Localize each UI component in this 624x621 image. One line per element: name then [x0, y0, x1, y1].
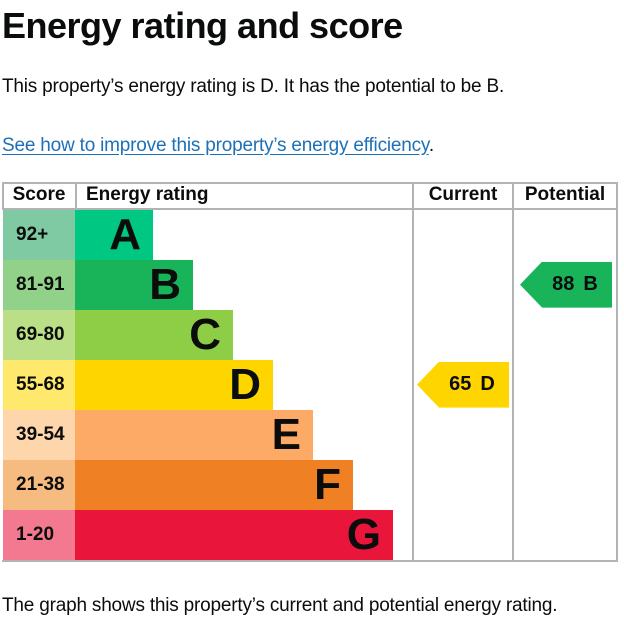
- chart-right-border: [616, 181, 618, 562]
- band-letter-c: C: [189, 309, 221, 359]
- chart-top-border: [2, 181, 618, 184]
- current-column-divider: [412, 181, 414, 562]
- rating-summary-text: This property’s energy rating is D. It h…: [2, 75, 505, 97]
- column-header-score: Score: [12, 183, 66, 205]
- potential-column-divider: [512, 181, 514, 562]
- potential-score-value: 88: [552, 273, 575, 296]
- band-bar-a: A: [75, 209, 153, 260]
- band-row-c: 69-80 C: [2, 309, 618, 360]
- score-range-cell-d: 55-68: [3, 359, 75, 410]
- potential-band-letter: B: [583, 273, 598, 296]
- score-range-cell-g: 1-20: [3, 509, 75, 560]
- score-range-cell-f: 21-38: [3, 459, 75, 510]
- band-row-a: 92+ A: [2, 209, 618, 260]
- current-score-value: 65: [449, 373, 472, 396]
- column-header-current: Current: [428, 183, 498, 205]
- band-bar-b: B: [75, 259, 193, 310]
- score-range-cell-b: 81-91: [3, 259, 75, 310]
- band-bar-d: D: [75, 359, 273, 410]
- band-letter-d: D: [229, 359, 261, 409]
- band-row-f: 21-38 F: [2, 459, 618, 510]
- band-bar-c: C: [75, 309, 233, 360]
- band-bar-f: F: [75, 459, 353, 510]
- current-band-letter: D: [480, 373, 495, 396]
- band-bar-g: G: [75, 509, 393, 560]
- page-title: Energy rating and score: [2, 5, 403, 46]
- chart-left-border: [2, 181, 4, 210]
- band-letter-g: G: [346, 509, 381, 559]
- score-range-cell-c: 69-80: [3, 309, 75, 360]
- score-range-cell-e: 39-54: [3, 409, 75, 460]
- header-bottom-border: [2, 207, 618, 210]
- band-row-g: 1-20 G: [2, 509, 618, 560]
- column-header-energy-rating: Energy rating: [86, 183, 209, 205]
- column-header-potential: Potential: [524, 183, 606, 205]
- chart-caption: The graph shows this property’s current …: [2, 594, 558, 616]
- band-letter-f: F: [314, 459, 341, 509]
- band-row-b: 81-91 B: [2, 259, 618, 310]
- band-bar-e: E: [75, 409, 313, 460]
- band-letter-e: E: [271, 409, 301, 459]
- current-rating-marker: 65 D: [417, 361, 509, 408]
- score-range-cell-a: 92+: [3, 209, 75, 260]
- potential-rating-marker: 88 B: [520, 261, 612, 308]
- link-suffix-period: .: [428, 134, 434, 156]
- energy-rating-chart: Score Energy rating Current Potential 92…: [2, 181, 618, 562]
- chart-bottom-border: [2, 559, 618, 562]
- improve-link-line: See how to improve this property’s energ…: [2, 135, 624, 157]
- band-row-d: 55-68 D: [2, 359, 618, 410]
- improve-efficiency-link[interactable]: See how to improve this property’s energ…: [2, 134, 429, 156]
- band-letter-a: A: [109, 209, 141, 259]
- band-row-e: 39-54 E: [2, 409, 618, 460]
- band-letter-b: B: [149, 259, 181, 309]
